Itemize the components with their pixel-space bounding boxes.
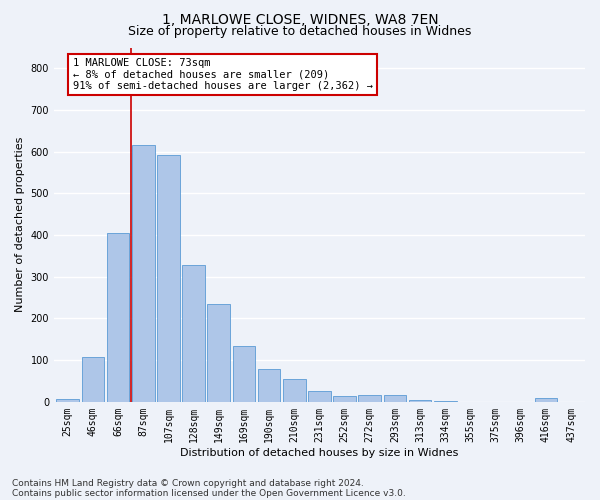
Bar [56, 399, 79, 402]
Bar [358, 395, 381, 402]
X-axis label: Distribution of detached houses by size in Widnes: Distribution of detached houses by size … [180, 448, 458, 458]
Y-axis label: Number of detached properties: Number of detached properties [15, 137, 25, 312]
Bar [308, 392, 331, 402]
Bar [208, 304, 230, 402]
Text: Contains HM Land Registry data © Crown copyright and database right 2024.: Contains HM Land Registry data © Crown c… [12, 478, 364, 488]
Bar [107, 233, 130, 402]
Bar [434, 400, 457, 402]
Bar [334, 396, 356, 402]
Bar [132, 146, 155, 402]
Bar [182, 265, 205, 402]
Bar [409, 400, 431, 402]
Bar [233, 346, 255, 402]
Bar [82, 357, 104, 402]
Text: 1 MARLOWE CLOSE: 73sqm
← 8% of detached houses are smaller (209)
91% of semi-det: 1 MARLOWE CLOSE: 73sqm ← 8% of detached … [73, 58, 373, 92]
Bar [535, 398, 557, 402]
Text: 1, MARLOWE CLOSE, WIDNES, WA8 7EN: 1, MARLOWE CLOSE, WIDNES, WA8 7EN [161, 12, 439, 26]
Bar [383, 394, 406, 402]
Bar [157, 155, 180, 402]
Text: Contains public sector information licensed under the Open Government Licence v3: Contains public sector information licen… [12, 488, 406, 498]
Bar [258, 370, 280, 402]
Text: Size of property relative to detached houses in Widnes: Size of property relative to detached ho… [128, 25, 472, 38]
Bar [283, 379, 305, 402]
